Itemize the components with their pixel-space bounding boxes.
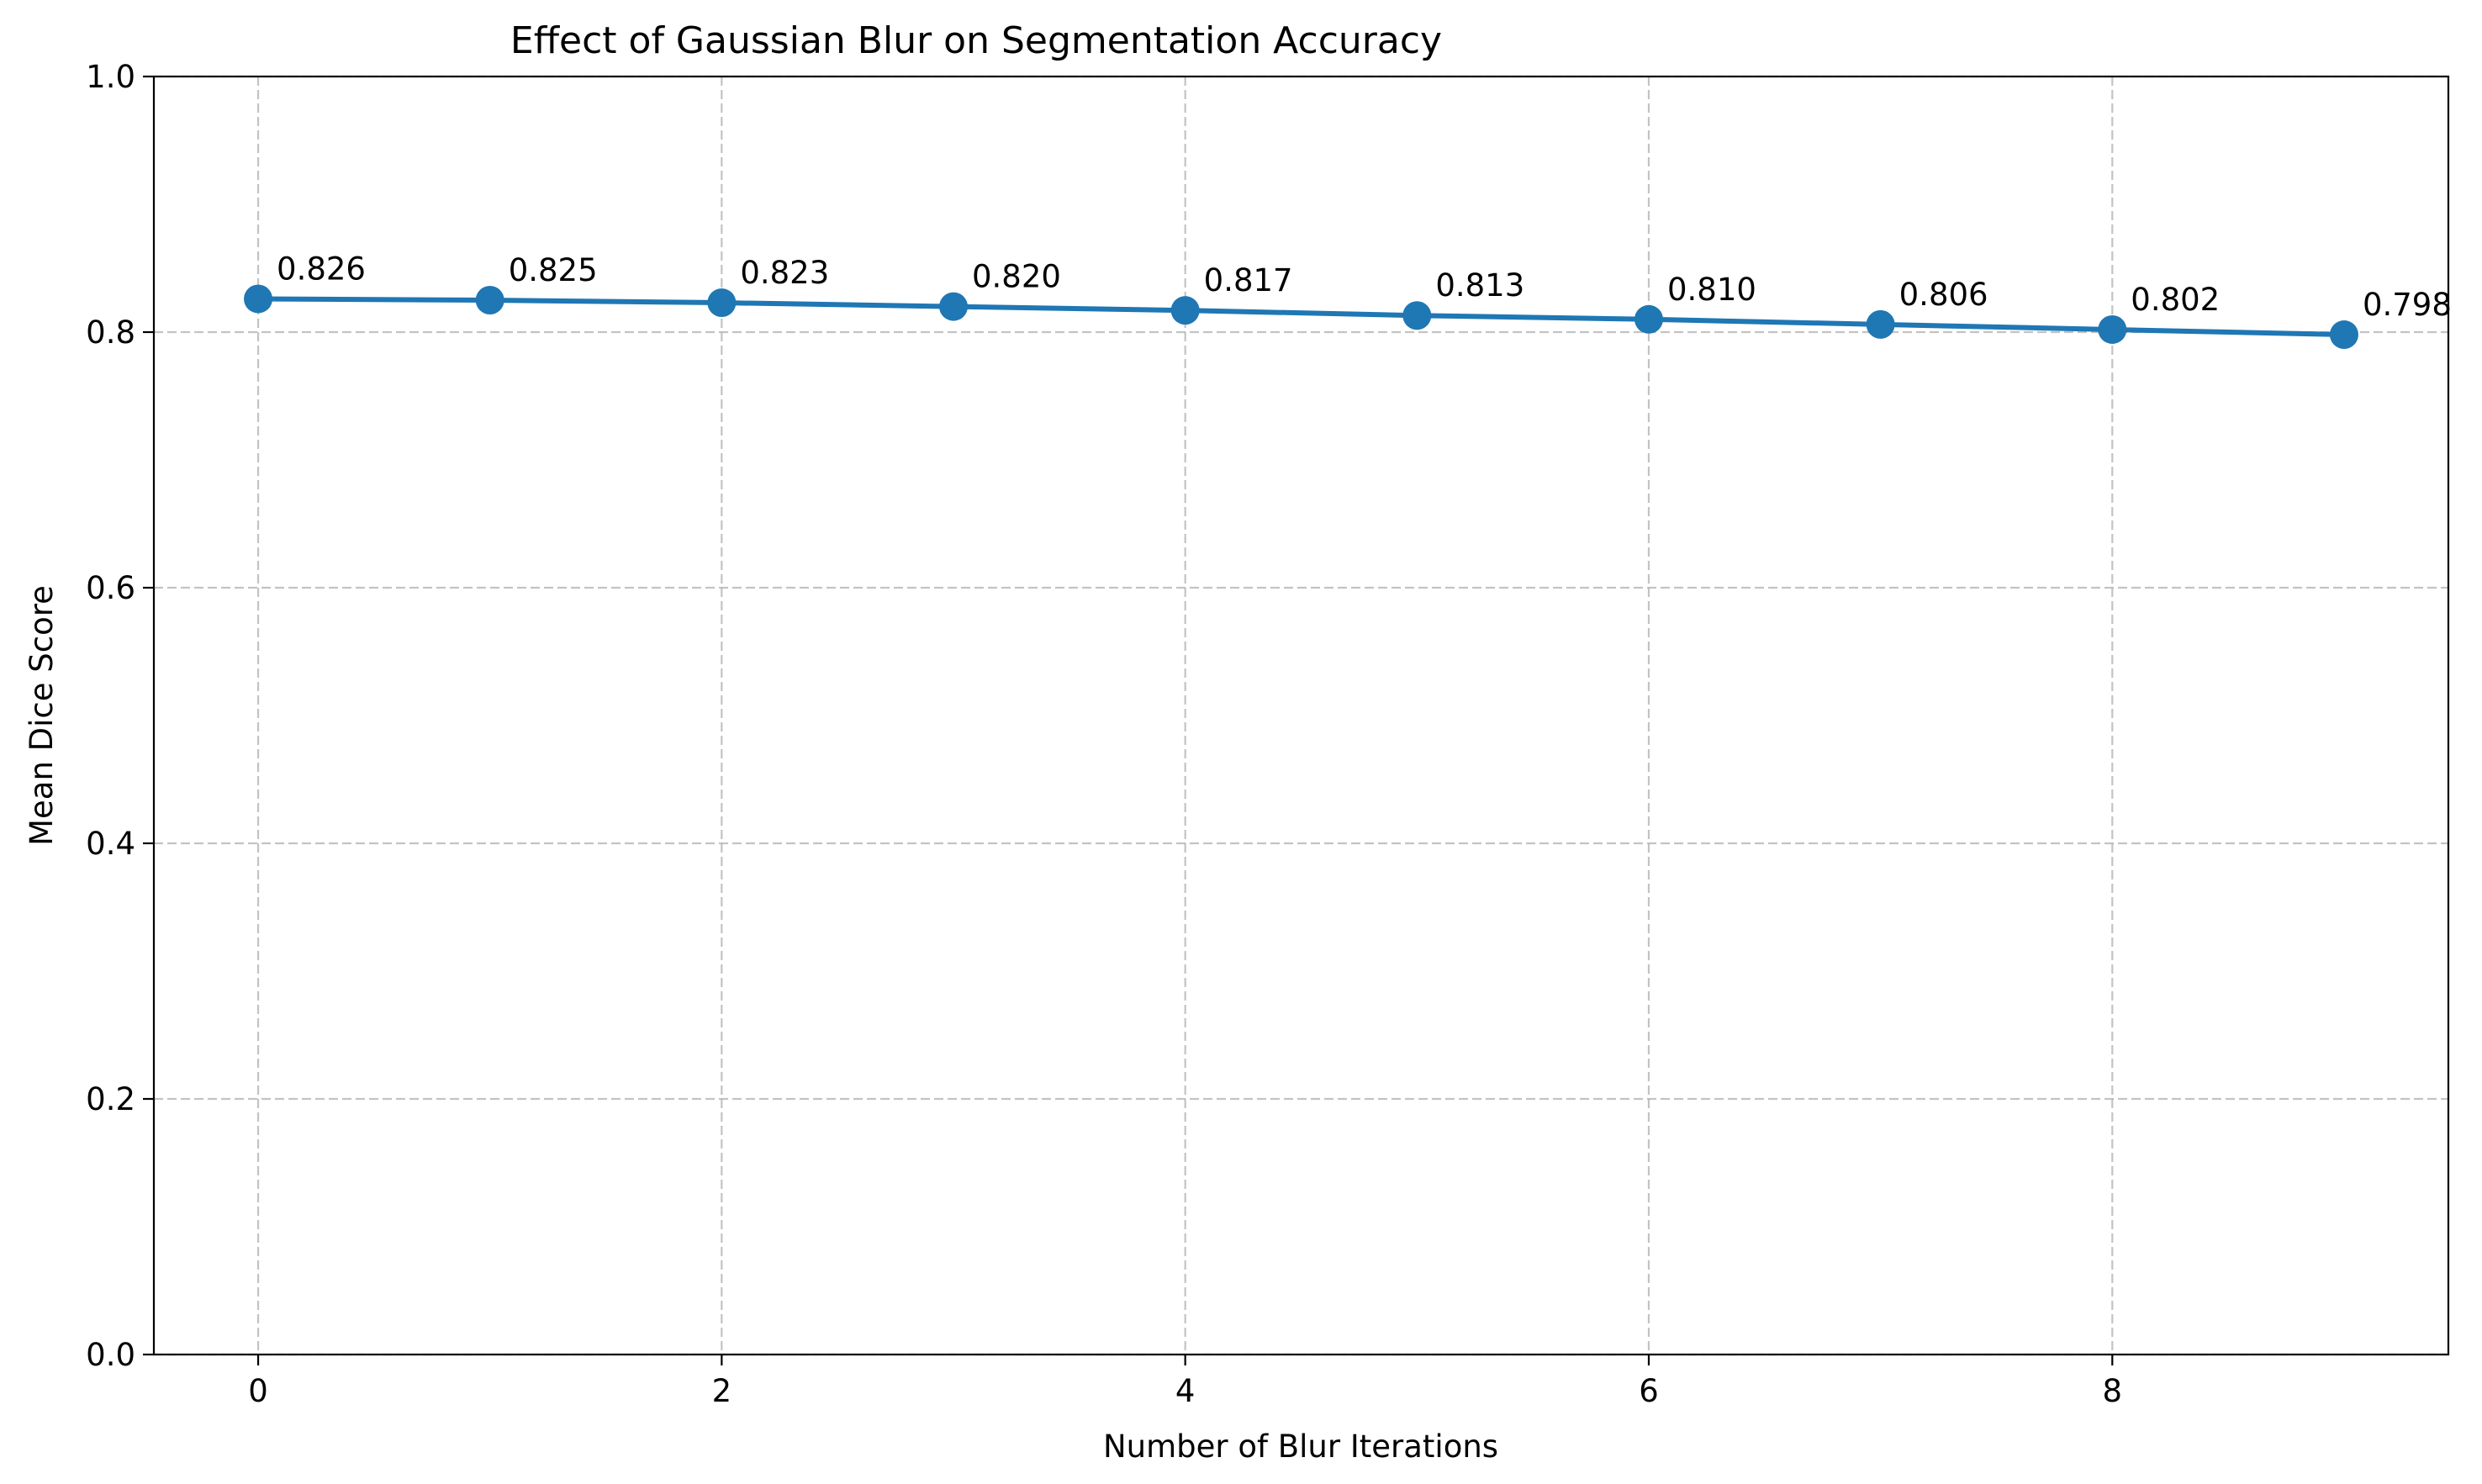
x-tick-label: 6 — [1639, 1373, 1659, 1409]
data-point — [1866, 309, 1895, 339]
y-tick-label: 0.0 — [86, 1337, 135, 1373]
x-axis-label: Number of Blur Iterations — [1103, 1429, 1498, 1465]
data-label: 0.806 — [1899, 277, 1988, 313]
data-point — [2329, 320, 2358, 350]
data-point — [475, 286, 504, 314]
y-tick-label: 0.4 — [86, 826, 135, 862]
data-point — [1634, 304, 1663, 334]
data-label: 0.823 — [740, 255, 829, 291]
data-label: 0.810 — [1667, 272, 1756, 308]
y-tick-label: 1.0 — [86, 59, 135, 95]
plot-frame — [152, 75, 2450, 1356]
x-tick-label: 4 — [1175, 1373, 1196, 1409]
data-label: 0.820 — [972, 259, 1061, 295]
y-tick-label: 0.6 — [86, 570, 135, 606]
data-labels: 0.826 0.825 0.823 0.820 0.817 0.813 0.810 0.806… — [277, 251, 2452, 323]
y-tick-label: 0.2 — [86, 1081, 135, 1117]
data-label: 0.813 — [1435, 267, 1524, 304]
data-label: 0.817 — [1204, 262, 1293, 298]
series-line — [256, 296, 2347, 338]
data-point — [1170, 296, 1200, 325]
data-point — [2098, 314, 2127, 344]
x-tick-label: 0 — [248, 1373, 268, 1409]
data-point — [939, 292, 969, 321]
data-point — [244, 284, 273, 314]
y-tick-label: 0.8 — [86, 314, 135, 351]
x-tick-label: 8 — [2103, 1373, 2123, 1409]
y-axis-label: Mean Dice Score — [24, 585, 60, 846]
axes: 0 2 4 6 8 0.0 0.2 0.4 0.6 0.8 1.0 — [86, 59, 2122, 1409]
data-point — [707, 288, 737, 318]
grid-lines — [154, 75, 2448, 1356]
data-point — [1402, 301, 1432, 330]
x-tick-label: 2 — [712, 1373, 732, 1409]
data-label: 0.825 — [509, 252, 598, 288]
data-label: 0.802 — [2131, 282, 2220, 318]
chart-title: Effect of Gaussian Blur on Segmentation … — [510, 19, 1442, 62]
data-series — [244, 284, 2358, 350]
data-label: 0.826 — [277, 251, 366, 287]
data-label: 0.798 — [2363, 287, 2452, 323]
